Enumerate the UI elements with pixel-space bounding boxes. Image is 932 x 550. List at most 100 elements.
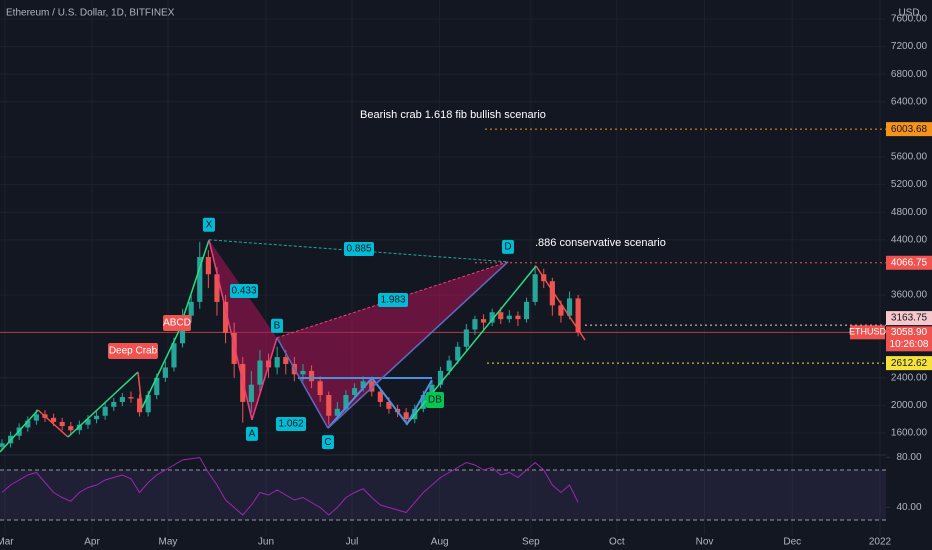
rsi-tick-label: 40.00 xyxy=(896,502,921,513)
candle-body xyxy=(68,426,74,431)
candle-body xyxy=(343,395,349,409)
x-tick-label: Jul xyxy=(346,537,359,548)
x-tick-label: Aug xyxy=(431,537,449,548)
candle-body xyxy=(85,419,91,425)
ratio-tag xyxy=(276,417,306,431)
x-tick-label: Apr xyxy=(84,537,100,548)
candle-body xyxy=(377,391,383,402)
y-tick-label: 4400.00 xyxy=(891,234,928,245)
candle-body xyxy=(532,274,538,302)
last-price-label: 3058.90 xyxy=(891,327,928,338)
zigzag-down xyxy=(535,265,586,341)
candle-body xyxy=(498,312,504,320)
rsi-line xyxy=(1,456,579,516)
annotation: .886 conservative scenario xyxy=(535,237,666,249)
candle-body xyxy=(403,412,409,420)
signal-box xyxy=(163,315,191,331)
axis: 1600.00 2000.00 2400.00 3600.00 4400.00 4800.… xyxy=(0,14,932,548)
candle-body xyxy=(515,315,521,320)
candle-body xyxy=(300,370,306,375)
y-tick-label: 7200.00 xyxy=(891,41,928,52)
chart-title: Ethereum / U.S. Dollar, 1D, BITFINEX xyxy=(6,8,175,19)
x-tick-label: Sep xyxy=(522,537,540,548)
candle-body xyxy=(523,301,530,320)
y-tick-label: 5600.00 xyxy=(891,152,928,163)
rsi-tick-label: 80.00 xyxy=(896,452,921,463)
candle-body xyxy=(50,417,57,422)
candle-body xyxy=(188,301,194,316)
candle-body xyxy=(506,315,512,320)
candle-body xyxy=(455,346,461,361)
pattern-line xyxy=(251,337,278,421)
ratio-label: 0.433 xyxy=(231,286,256,297)
levels xyxy=(0,128,886,364)
candle-body xyxy=(360,381,366,389)
level-tag xyxy=(886,356,932,371)
x-tick-label: Jun xyxy=(258,537,274,548)
ratio-label: 1.062 xyxy=(278,419,303,430)
candle-body xyxy=(463,329,469,347)
y-tick-label: 5200.00 xyxy=(891,179,928,190)
rsi-pane: 80.00 40.00 xyxy=(0,452,922,521)
zigzag-up xyxy=(67,371,139,438)
pattern: X A B C D 0.433 0.885 1.983 1.062 xyxy=(202,217,514,450)
candle-body xyxy=(25,420,31,428)
candle-body xyxy=(0,443,5,447)
point-label: D xyxy=(504,242,511,253)
signal-label: Deep Crab xyxy=(109,346,158,357)
rsi-band-fill xyxy=(0,470,886,520)
point-label: X xyxy=(206,219,213,230)
candle-body xyxy=(274,357,280,368)
signals: Deep Crab ABCD DB xyxy=(108,315,444,408)
x-tick-label: Nov xyxy=(696,537,714,548)
x-tick-label: May xyxy=(158,537,177,548)
countdown: 10:26:08 xyxy=(890,339,929,350)
level-label: 3163.75 xyxy=(891,313,928,324)
zigzag-up xyxy=(0,409,39,453)
abcd-line xyxy=(327,376,433,429)
point-tag xyxy=(245,426,258,441)
y-tick-label: 4800.00 xyxy=(891,207,928,218)
level-tag xyxy=(886,122,932,137)
grid xyxy=(0,0,886,535)
y-tick-label: 3600.00 xyxy=(891,290,928,301)
ratio-tag xyxy=(378,293,408,307)
x-tick-label: Dec xyxy=(783,537,801,548)
zigzag-down xyxy=(37,409,69,438)
candle-body xyxy=(489,312,495,323)
candle-body xyxy=(317,381,323,396)
level-label: 4066.75 xyxy=(891,257,928,268)
candle-body xyxy=(128,397,134,399)
candle-body xyxy=(33,414,39,421)
signal-box xyxy=(426,392,444,408)
ratio-label: 1.983 xyxy=(380,295,405,306)
level-tag xyxy=(886,311,932,326)
candle-body xyxy=(575,298,581,333)
candle-body xyxy=(351,388,358,396)
point-tag xyxy=(321,435,334,450)
candle-body xyxy=(308,370,315,382)
candle-body xyxy=(119,397,125,402)
candle-body xyxy=(145,395,151,413)
price-axis xyxy=(886,0,932,550)
candle-body xyxy=(472,319,478,330)
level-label: 2612.62 xyxy=(891,358,928,369)
last-price-tag xyxy=(886,326,932,352)
candle-body xyxy=(136,398,143,413)
x-tick-label: Oct xyxy=(609,537,625,548)
candle-body xyxy=(386,401,392,409)
candle-body xyxy=(420,395,426,409)
signal-box xyxy=(108,343,158,359)
y-tick-label: 6400.00 xyxy=(891,96,928,107)
y-tick-label: 1600.00 xyxy=(891,428,928,439)
point-label: B xyxy=(274,320,281,331)
ratio-tag xyxy=(344,242,374,256)
pattern-line xyxy=(327,261,509,429)
pattern-line xyxy=(276,337,329,429)
zigzag-down xyxy=(137,371,143,409)
annotation: Bearish crab 1.618 fib bullish scenario xyxy=(360,109,546,121)
candle-body xyxy=(558,305,564,316)
candle-body xyxy=(248,384,254,402)
